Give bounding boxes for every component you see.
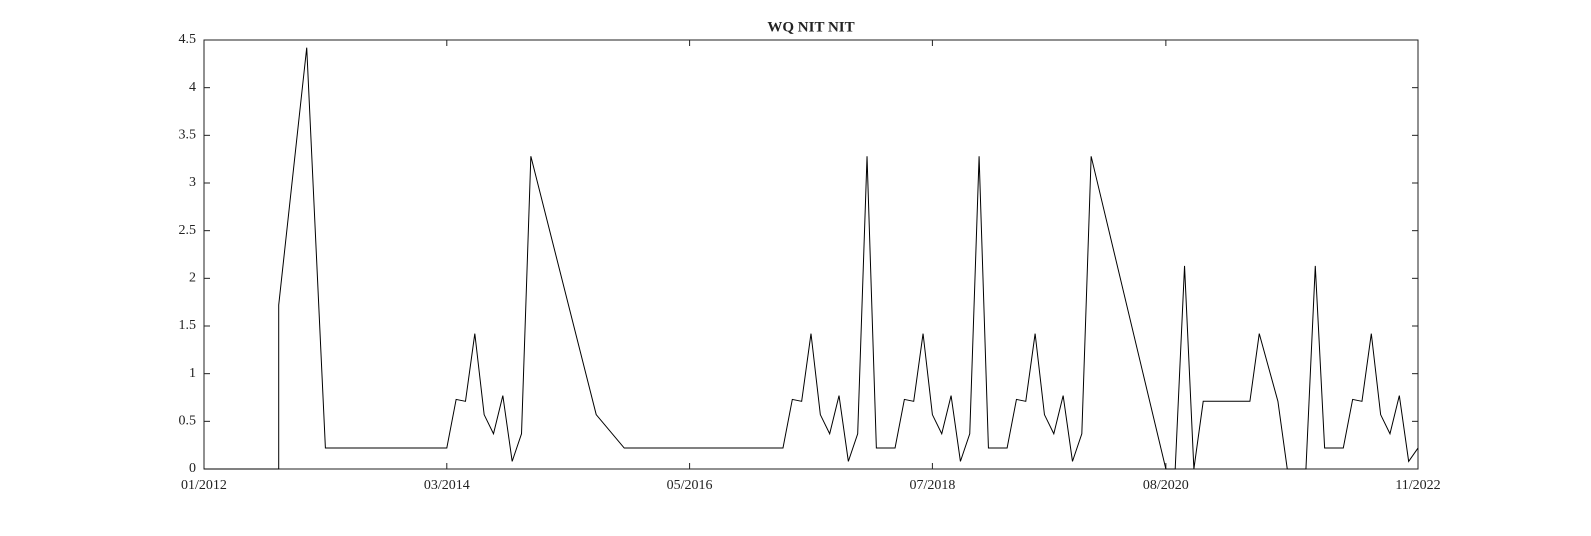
chart-title: WQ NIT NIT	[767, 19, 854, 35]
x-tick-label: 08/2020	[1143, 478, 1189, 493]
y-tick-label: 0	[189, 461, 196, 476]
y-tick-label: 1.5	[179, 318, 197, 333]
y-tick-label: 0.5	[179, 414, 197, 429]
x-tick-label: 03/2014	[424, 478, 470, 493]
y-tick-label: 3	[189, 175, 196, 190]
data-line	[204, 47, 1419, 470]
y-tick-label: 4	[189, 80, 196, 95]
y-tick-label: 4.5	[179, 32, 197, 47]
x-tick-label: 01/2012	[181, 478, 227, 493]
x-tick-label: 07/2018	[909, 478, 955, 493]
x-tick-label: 05/2016	[667, 478, 713, 493]
plot-frame	[203, 39, 1419, 470]
y-tick-label: 2	[189, 271, 196, 286]
y-tick-label: 3.5	[179, 128, 197, 143]
x-tick-label: 11/2022	[1395, 478, 1440, 493]
y-tick-label: 1	[189, 366, 196, 381]
y-tick-label: 2.5	[179, 223, 197, 238]
